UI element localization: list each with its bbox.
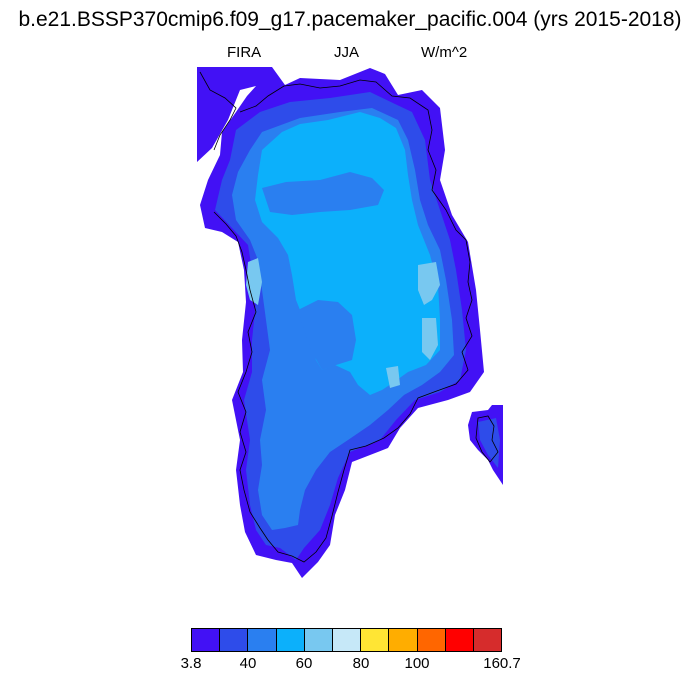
plot-title: b.e21.BSSP370cmip6.f09_g17.pacemaker_pac… bbox=[18, 8, 682, 31]
colorbar-tick-label: 100 bbox=[404, 655, 430, 672]
map-region-mid-blue bbox=[262, 172, 384, 215]
colorbar-swatch bbox=[192, 629, 221, 651]
map-region-blue-band bbox=[478, 418, 500, 468]
colorbar-swatch bbox=[332, 629, 362, 651]
colorbar-tick-label: 160.7 bbox=[483, 655, 521, 672]
colorbar-swatch bbox=[445, 629, 474, 651]
map-region-mid-blue bbox=[298, 300, 356, 370]
units-label: W/m^2 bbox=[421, 44, 468, 61]
map-region-light-blue-patches bbox=[422, 318, 438, 360]
colorbar-swatch bbox=[473, 629, 502, 651]
variable-label: FIRA bbox=[227, 44, 262, 61]
colorbar-swatch bbox=[248, 629, 277, 651]
map-region-light-blue-patches bbox=[246, 258, 262, 305]
colorbar-tick-label: 60 bbox=[295, 655, 313, 672]
colorbar-swatch bbox=[304, 629, 333, 651]
map-region-light-blue-patches bbox=[386, 366, 400, 388]
colorbar-swatch bbox=[361, 629, 390, 651]
map-region-light-blue-patches bbox=[418, 262, 440, 305]
colorbar-swatch bbox=[220, 629, 249, 651]
colorbar-tick-label: 80 bbox=[352, 655, 370, 672]
colorbar-swatch bbox=[417, 629, 446, 651]
colorbar-tick-label: 40 bbox=[239, 655, 257, 672]
colorbar-tick-label: 3.8 bbox=[180, 655, 202, 672]
season-label: JJA bbox=[334, 44, 360, 61]
colorbar-swatch bbox=[276, 629, 305, 651]
coastline bbox=[199, 71, 499, 563]
colorbar-swatch bbox=[389, 629, 418, 651]
colorbar bbox=[191, 628, 502, 652]
